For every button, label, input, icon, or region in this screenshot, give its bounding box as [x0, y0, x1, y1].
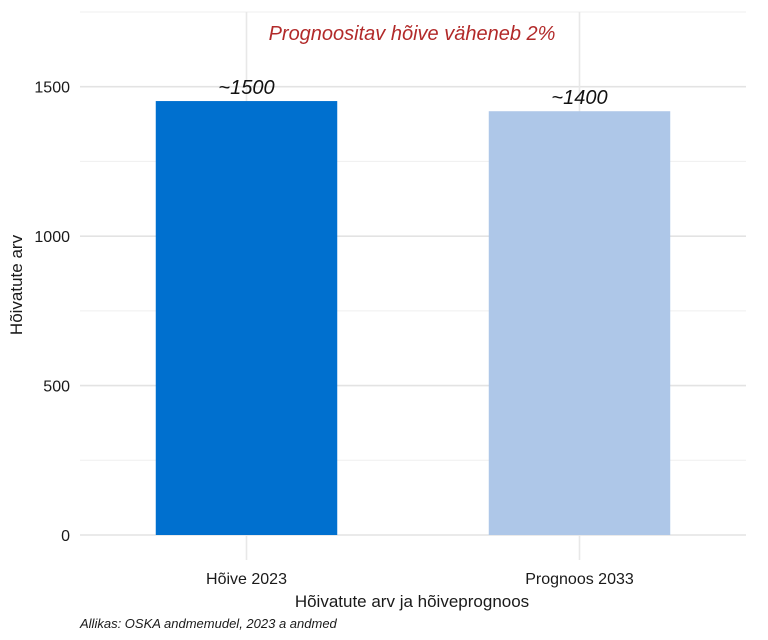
x-tick-label: Hõive 2023	[206, 571, 287, 588]
y-tick-label: 500	[43, 379, 70, 396]
y-tick-label: 1500	[34, 80, 70, 97]
bars	[155, 101, 671, 536]
x-axis-title: Hõivatute arv ja hõiveprognoos	[295, 592, 529, 611]
y-tick-label: 0	[61, 528, 70, 545]
data-labels: ~1500 ~1400	[218, 77, 607, 109]
bar-2	[488, 111, 671, 535]
source-caption: Allikas: OSKA andmemudel, 2023 a andmed	[79, 616, 338, 631]
x-tick-label: Prognoos 2033	[525, 571, 634, 588]
bar-1	[155, 101, 338, 536]
chart-annotation: Prognoositav hõive väheneb 2%	[269, 23, 556, 45]
y-axis-title: Hõivatute arv	[7, 234, 26, 335]
y-tick-label: 1000	[34, 229, 70, 246]
bar-value-label: ~1500	[218, 77, 274, 99]
bar-value-label: ~1400	[551, 87, 607, 109]
tick-labels: 0 500 1000 1500 Hõive 2023 Prognoos 2033	[34, 80, 633, 588]
